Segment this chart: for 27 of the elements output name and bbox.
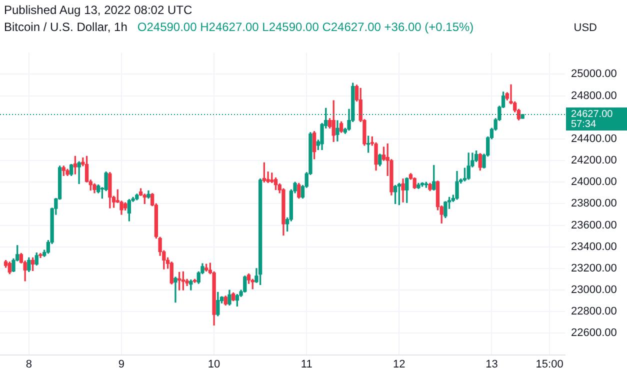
x-tick-label: 11 (300, 358, 312, 370)
y-tick-label: 23200.00 (571, 262, 617, 274)
y-tick-label: 24400.00 (571, 132, 617, 145)
y-tick-label: 24000.00 (571, 176, 617, 188)
text: Published Aug 13, 2022 08:02 UTC (4, 3, 192, 17)
candlestick (174, 276, 178, 303)
y-tick-label: 22800.00 (571, 306, 617, 318)
y-tick-label: 23800.00 (571, 198, 617, 210)
x-tick-label: 10 (208, 358, 220, 370)
text: 57:34 (571, 119, 596, 130)
y-tick-label: 23600.00 (571, 219, 617, 232)
x-tick-label: 15:00 (536, 358, 564, 370)
y-axis-title: USD (574, 22, 597, 34)
chart-title: Bitcoin / U.S. Dollar, 1h (4, 20, 128, 34)
y-tick-label: 24800.00 (571, 90, 617, 102)
y-tick-label: 24200.00 (571, 154, 617, 167)
y-tick-label: 23000.00 (571, 284, 617, 296)
x-tick-label: 9 (118, 358, 125, 370)
y-tick-label: 25000.00 (571, 68, 617, 80)
x-tick-label: 13 (486, 358, 498, 370)
candlestick (77, 161, 81, 184)
y-tick-label: 23400.00 (571, 240, 617, 253)
x-tick-label: 8 (26, 358, 32, 370)
y-tick-label: 22600.00 (571, 327, 617, 340)
x-tick-label: 12 (393, 358, 406, 370)
chart-subtitle: O24590.00 H24627.00 L24590.00 C24627.00 +36.00 (+0.15%) (137, 20, 474, 34)
ref-line-label: 24627.00 (571, 109, 614, 120)
